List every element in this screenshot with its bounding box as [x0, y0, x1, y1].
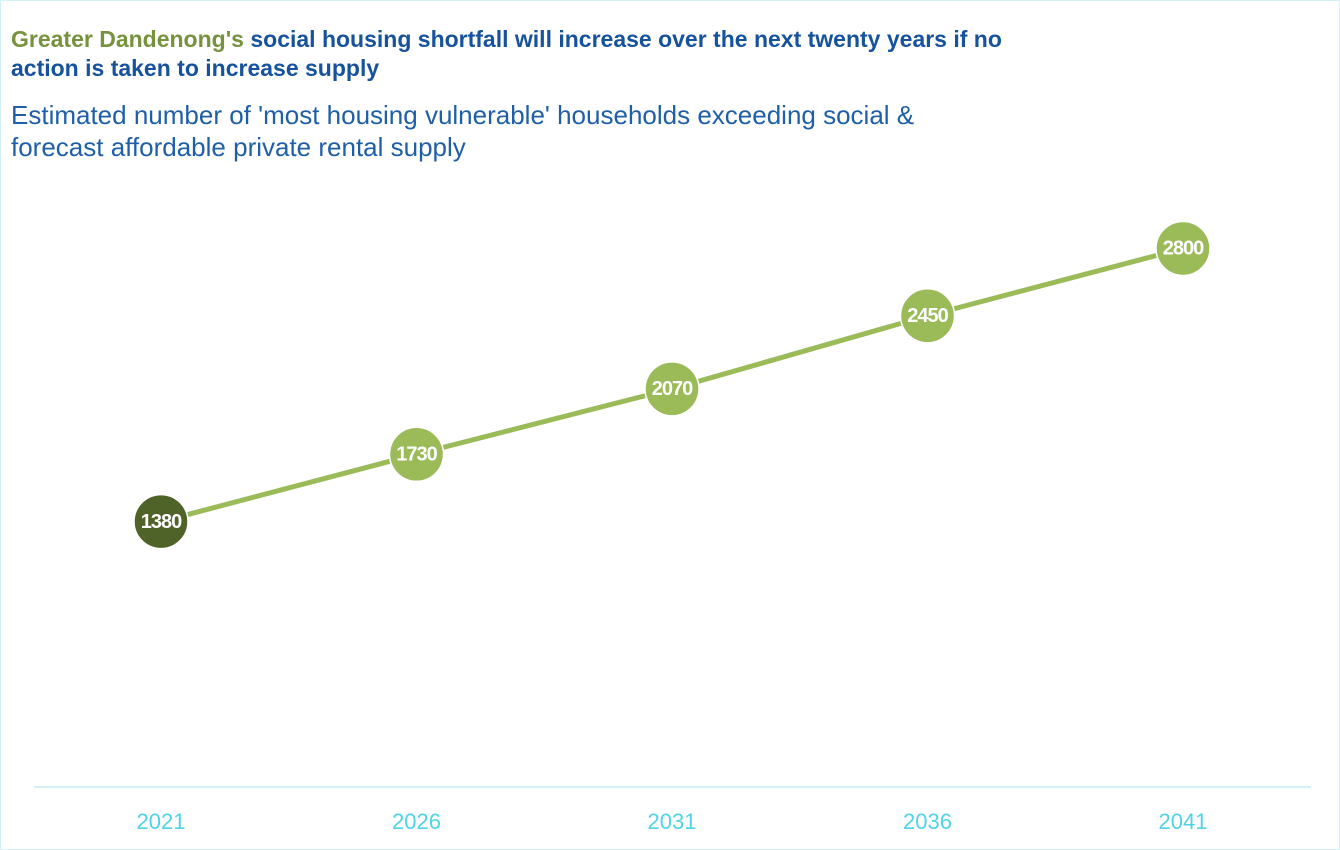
data-label: 1380: [141, 511, 182, 533]
x-tick-label: 2036: [903, 809, 952, 834]
marker: [133, 493, 189, 550]
x-tick-label: 2021: [137, 809, 186, 834]
marker: [388, 426, 445, 483]
data-label: 2800: [1163, 238, 1204, 260]
x-tick-label: 2026: [392, 809, 441, 834]
data-label: 2450: [907, 305, 948, 327]
marker: [1155, 220, 1211, 277]
marker: [899, 288, 956, 344]
x-tick-label: 2031: [648, 809, 697, 834]
x-tick-label: 2041: [1159, 809, 1208, 834]
chart-subtitle: Estimated number of 'most housing vulner…: [11, 100, 915, 162]
title-text: social housing shortfall will increase o…: [11, 26, 1002, 81]
data-label: 1730: [396, 444, 437, 466]
data-label: 2070: [652, 378, 693, 400]
chart-title: Greater Dandenong's social housing short…: [11, 25, 1051, 83]
marker: [644, 361, 700, 417]
title-highlight: Greater Dandenong's: [11, 26, 244, 52]
